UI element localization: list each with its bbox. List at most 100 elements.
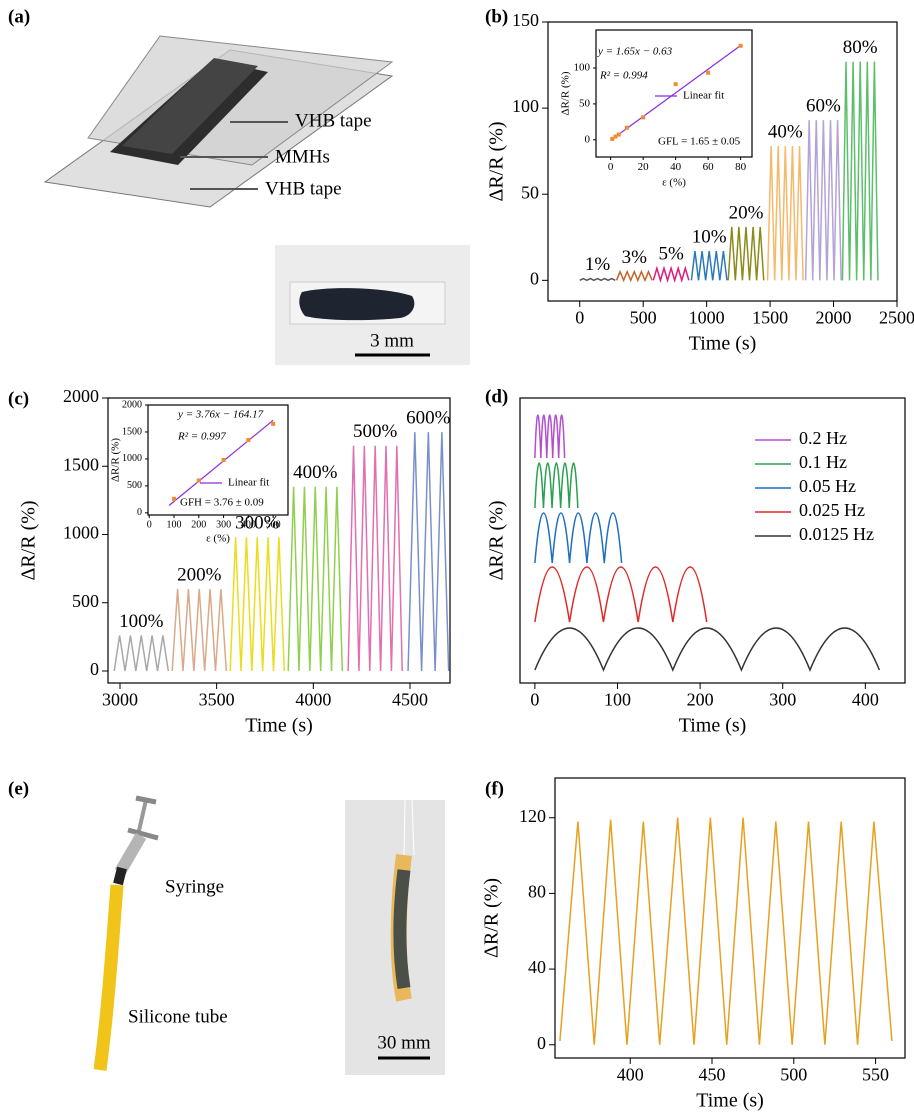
x-tick-label: 3500 [199, 690, 235, 710]
y-tick-label: 1000 [63, 523, 99, 543]
y-tick-label: 0 [530, 268, 539, 288]
legend-label: 0.025 Hz [799, 500, 865, 520]
series-label: 200% [177, 564, 222, 585]
series-line [171, 589, 228, 672]
panel-label: (b) [485, 6, 508, 27]
series-line [534, 512, 623, 564]
y-axis-title: ΔR/R (%) [110, 438, 122, 482]
y-tick-label: 40 [528, 957, 546, 977]
annotation: y = 3.76x − 164.17 [177, 409, 264, 421]
panel-label: (e) [8, 778, 29, 799]
x-tick-label: 0 [575, 308, 584, 328]
x-tick-label: 500 [780, 1065, 807, 1085]
callout: VHB tape [295, 110, 372, 131]
data-point [196, 478, 201, 483]
scale-bar-label: 30 mm [377, 1032, 431, 1053]
annotation: R² = 0.994 [599, 70, 648, 82]
y-tick-label: 0 [537, 1033, 546, 1053]
annotation: GFL = 1.65 ± 0.05 [658, 136, 741, 148]
legend-label: 0.2 Hz [799, 428, 847, 448]
y-tick-label: 50 [579, 97, 591, 109]
series-line [113, 635, 170, 672]
x-tick-label: 400 [617, 1065, 644, 1085]
series-line [615, 269, 653, 283]
legend-label: Linear fit [228, 477, 269, 489]
series-label: 100% [119, 611, 164, 632]
y-tick-label: 120 [519, 806, 546, 826]
x-axis-title: Time (s) [245, 714, 313, 736]
x-axis-title: Time (s) [696, 1089, 764, 1111]
x-tick-label: 200 [191, 519, 206, 530]
series-label: 60% [806, 96, 841, 117]
series-line [690, 250, 728, 281]
data-point [172, 496, 177, 501]
x-tick-label: 2500 [879, 308, 914, 328]
x-tick-label: 0 [147, 519, 152, 530]
y-axis-title: ΔR/R (%) [481, 878, 503, 958]
device-drawing [43, 35, 394, 208]
legend-label: Linear fit [683, 90, 724, 102]
photo [275, 245, 470, 365]
series-label: 500% [353, 421, 398, 442]
series-label: 600% [406, 407, 451, 428]
x-axis-title: ε (%) [206, 533, 230, 545]
x-tick-label: 500 [266, 519, 281, 530]
panel-label: (d) [485, 386, 508, 407]
series-line [347, 445, 403, 672]
series-label: 80% [843, 37, 878, 58]
y-tick-label: 2000 [122, 399, 142, 410]
series-line [534, 566, 708, 623]
series-line [559, 817, 893, 1045]
data-point [271, 421, 276, 426]
panel-label: (c) [8, 388, 29, 409]
plot-frame [554, 777, 906, 1059]
series-line [841, 61, 879, 281]
y-axis-title: ΔR/R (%) [486, 121, 508, 201]
series-label: 5% [658, 244, 684, 265]
x-tick-label: 4000 [295, 690, 331, 710]
y-tick-label: 500 [72, 591, 99, 611]
annotation: R² = 0.997 [177, 431, 226, 443]
callout: VHB tape [265, 178, 342, 199]
series-line [287, 486, 344, 672]
plot-frame [147, 404, 289, 516]
x-tick-label: 3000 [102, 690, 138, 710]
y-tick-label: 0 [137, 507, 142, 518]
photo [345, 799, 445, 1075]
y-tick-label: 2000 [63, 386, 99, 406]
y-tick-label: 500 [127, 480, 142, 491]
x-tick-label: 550 [862, 1065, 889, 1085]
data-point [706, 70, 711, 75]
y-tick-label: 80 [528, 882, 546, 902]
x-tick-label: 20 [638, 161, 650, 173]
series-line [727, 226, 765, 281]
x-tick-label: 0 [530, 690, 539, 710]
series-label: 400% [293, 462, 338, 483]
panel-label: (f) [485, 778, 504, 799]
annotation: GFH = 3.76 ± 0.09 [180, 497, 264, 509]
series-line [579, 277, 616, 282]
y-axis-title: ΔR/R (%) [18, 500, 40, 580]
series-line [534, 462, 579, 509]
x-tick-label: 40 [670, 161, 682, 173]
series-line [804, 120, 842, 281]
scale-bar-label: 3 mm [370, 330, 414, 351]
series-label: 1% [585, 254, 611, 275]
series-label: 10% [692, 226, 727, 247]
data-point [613, 134, 618, 139]
y-tick-label: 1500 [63, 454, 99, 474]
syringe-drawing [93, 795, 159, 1071]
callout: Syringe [165, 876, 224, 897]
x-axis-title: Time (s) [679, 714, 747, 736]
callout: MMHs [275, 146, 330, 167]
series-line [766, 145, 804, 281]
callout: Silicone tube [128, 1006, 228, 1027]
x-tick-label: 80 [735, 161, 747, 173]
x-tick-label: 100 [604, 690, 631, 710]
data-point [221, 458, 226, 462]
y-tick-label: 100 [512, 96, 539, 116]
legend-label: 0.1 Hz [799, 452, 847, 472]
data-point [738, 43, 743, 48]
x-tick-label: 300 [769, 690, 796, 710]
